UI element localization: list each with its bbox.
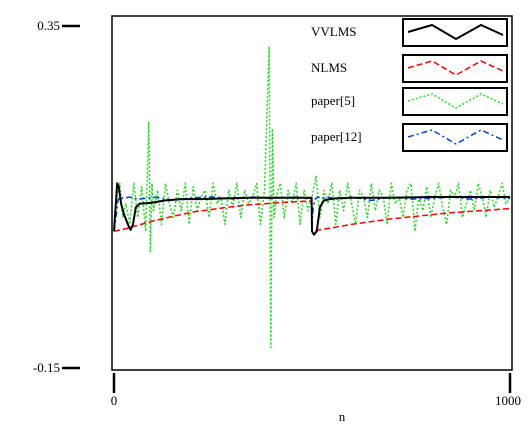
series-line-vvlms [113, 182, 510, 236]
legend-label: VVLMS [311, 24, 357, 39]
legend-swatch-box [402, 87, 508, 116]
legend-swatch-line [407, 93, 504, 109]
x-axis-label: n [339, 409, 346, 424]
legend-label: paper[5] [311, 93, 355, 108]
legend-swatch-box [402, 18, 508, 47]
legend-swatch-box [402, 54, 508, 83]
axes-layer: -0.15 0.35 0 1000 [33, 18, 521, 408]
series-line-paper-5 [113, 45, 511, 349]
legend-entry: NLMS [311, 54, 508, 83]
y-tick-label: -0.15 [33, 360, 60, 375]
x-tick-label: 0 [111, 393, 118, 408]
series-line-nlms [113, 200, 511, 232]
legend-label: paper[12] [311, 129, 362, 144]
legend-swatch-box [402, 123, 508, 152]
legend-swatch-line [407, 129, 504, 145]
x-tick-label: 1000 [495, 393, 521, 408]
legend-swatch-line [407, 23, 504, 41]
legend: VVLMS NLMS paper[5] paper[12] [311, 18, 508, 152]
legend-label: NLMS [311, 60, 347, 75]
series-layer [113, 45, 511, 349]
legend-entry: paper[5] [311, 87, 508, 116]
legend-entry: paper[12] [311, 123, 508, 152]
legend-entry: VVLMS [311, 18, 508, 47]
y-tick-label: 0.35 [37, 18, 60, 33]
